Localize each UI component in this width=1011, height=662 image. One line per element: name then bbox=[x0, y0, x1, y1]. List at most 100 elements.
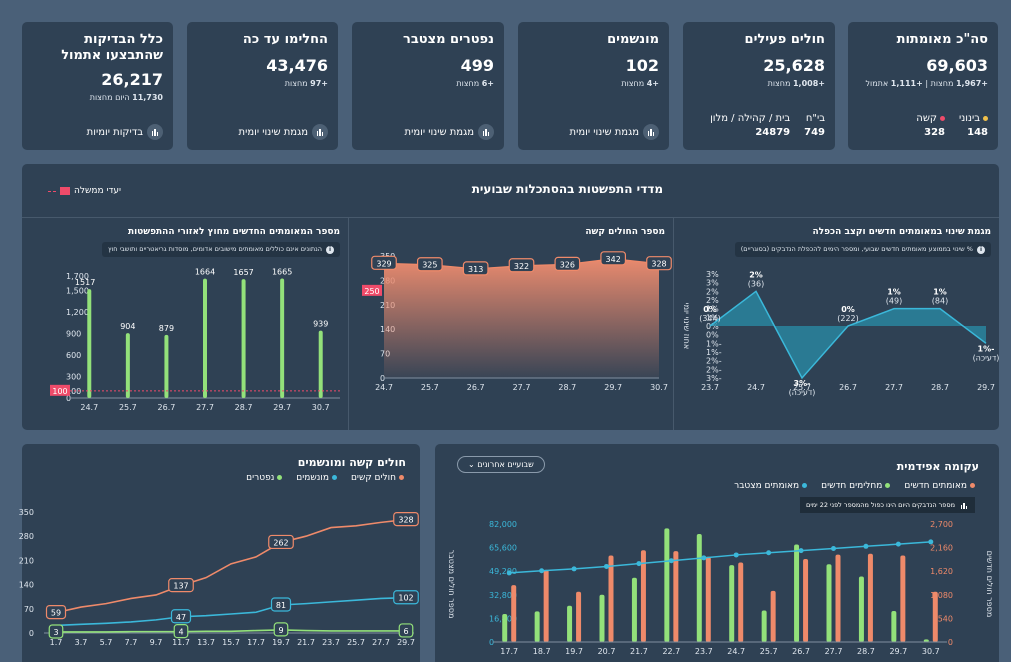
cumulative-point bbox=[831, 545, 836, 551]
section-title: עקומה אפידמית bbox=[896, 460, 979, 473]
legend-item[interactable]: מאומתים חדשים bbox=[904, 481, 975, 491]
pct-label: 1% bbox=[887, 288, 901, 297]
bar-recovered bbox=[534, 611, 540, 642]
cumulative-point bbox=[539, 568, 545, 574]
doubling-label: (דעיכה) bbox=[789, 388, 816, 397]
y-right-tick-label: 1,080 bbox=[930, 591, 953, 600]
cumulative-point bbox=[733, 552, 739, 558]
legend-item[interactable]: חולים קשים bbox=[351, 473, 404, 483]
y-axis-label: אחוז שינוי יומי bbox=[682, 303, 691, 349]
cumulative-point bbox=[863, 543, 869, 549]
kpi-value: 26,217 bbox=[101, 70, 163, 89]
point-label: 137 bbox=[173, 582, 188, 591]
daily-tests-link[interactable]: בדיקות יומיות bbox=[87, 124, 163, 140]
panel-note: i% שינוי בממוצע מאומתים חדשים שבועי, ומס… bbox=[734, 242, 991, 257]
pct-label: 2% bbox=[749, 270, 763, 279]
mild-dot bbox=[983, 115, 988, 121]
point-label-box bbox=[398, 623, 414, 638]
kpi-total-confirmed: סה"כ מאומתות 69,603 +1,967 מחצות | +1,11… bbox=[848, 22, 998, 150]
bar-chart-icon bbox=[959, 500, 969, 510]
kpi-title: סה"כ מאומתות bbox=[896, 32, 988, 47]
x-tick-label: 27.7 bbox=[825, 647, 843, 656]
y-tick-label: 2% bbox=[706, 296, 719, 305]
x-tick-label: 17.7 bbox=[500, 647, 518, 656]
point-label: 328 bbox=[651, 260, 666, 269]
severe-chart: 07014021028035032924.732525.731326.73222… bbox=[362, 251, 672, 392]
bar-chart-icon bbox=[312, 124, 328, 140]
pct-label: -3% bbox=[794, 379, 811, 388]
x-tick-label: 29.7 bbox=[889, 647, 907, 656]
y-left-tick-label: 65,600 bbox=[489, 544, 517, 553]
bar-recovered bbox=[502, 614, 508, 642]
kpi-title: מונשמים bbox=[607, 32, 659, 47]
point-label-box bbox=[600, 251, 627, 266]
panel-severe: מספר החולים קשה 07014021028035032924.732… bbox=[349, 218, 673, 430]
doubling-label: (49) bbox=[886, 297, 902, 306]
point-label-box bbox=[170, 609, 192, 624]
kpi-title: נפטרים מצטבר bbox=[403, 32, 494, 47]
point-label-box bbox=[462, 261, 489, 276]
x-tick-label: 25.7 bbox=[347, 638, 365, 647]
kpi-title: החלימו עד כה bbox=[242, 32, 328, 47]
y-right-tick-label: 0 bbox=[948, 638, 953, 647]
legend-item[interactable]: נפטרים bbox=[246, 473, 283, 483]
x-tick-label: 25.7 bbox=[119, 403, 137, 412]
doubling-label: (84) bbox=[932, 297, 948, 306]
panel-title: מספר המאומתים החדשים מחוץ לאזורי ההתפשטו… bbox=[127, 227, 340, 237]
bar-confirmed bbox=[705, 556, 711, 642]
cumulative-point bbox=[766, 550, 772, 556]
legend-item[interactable]: מאומתים מצטבר bbox=[734, 481, 808, 491]
y-right-tick-label: 2,160 bbox=[930, 544, 953, 553]
kpi-sub: +97 מחצות bbox=[284, 79, 328, 88]
x-tick-label: 1.7 bbox=[50, 638, 63, 647]
y-tick-label: -3% bbox=[706, 374, 722, 383]
x-tick-label: 26.7 bbox=[792, 647, 810, 656]
kpi-sub: +6 מחצות bbox=[456, 79, 494, 88]
daily-trend-link[interactable]: מגמת שינוי יומית bbox=[570, 124, 659, 140]
pct-label: -1% bbox=[978, 344, 995, 353]
point-label-box bbox=[508, 258, 535, 273]
x-tick-label: 20.7 bbox=[598, 647, 616, 656]
bar-recovered bbox=[858, 576, 864, 642]
panel-doubling: מגמת שינוי במאומתים חדשים וקצב הכפלה i% … bbox=[674, 218, 999, 430]
series-line bbox=[56, 629, 406, 633]
bar-chart-icon bbox=[643, 124, 659, 140]
point-label: 329 bbox=[376, 259, 391, 268]
y-right-tick-label: 540 bbox=[938, 614, 953, 623]
x-tick-label: 5.7 bbox=[100, 638, 113, 647]
panel-outside: מספר המאומתים החדשים מחוץ לאזורי ההתפשטו… bbox=[22, 218, 348, 430]
x-tick-label: 25.7 bbox=[421, 383, 439, 392]
cumulative-point bbox=[636, 561, 642, 567]
x-tick-label: 23.7 bbox=[701, 383, 719, 392]
location-hospital: בי"ח 749 bbox=[804, 113, 825, 138]
kpi-value: 25,628 bbox=[763, 56, 825, 75]
y-tick-label: 1,500 bbox=[66, 286, 89, 295]
y-tick-label: -2% bbox=[706, 357, 722, 366]
point-label-box bbox=[371, 255, 397, 270]
kpi-title: חולים פעילים bbox=[744, 32, 825, 47]
target-badge bbox=[50, 384, 70, 396]
pct-label: 0% bbox=[841, 305, 855, 314]
x-tick-label: 29.7 bbox=[397, 638, 415, 647]
doubling-label: (344) bbox=[699, 314, 721, 323]
period-filter-button[interactable]: שבועיים אחרונים ⌄ bbox=[457, 456, 545, 473]
bar-confirmed bbox=[608, 555, 614, 642]
x-tick-label: 24.7 bbox=[375, 383, 393, 392]
y-tick-label: 350 bbox=[19, 508, 34, 517]
point-label-box bbox=[393, 590, 419, 605]
series-line bbox=[55, 518, 407, 614]
location-legend: בי"ח 749 בית / קהילה / מלון 24879 bbox=[693, 113, 825, 138]
cumulative-point bbox=[701, 555, 707, 561]
x-tick-label: 29.7 bbox=[977, 383, 995, 392]
bar-confirmed bbox=[867, 553, 873, 642]
y-tick-label: 3% bbox=[706, 279, 719, 288]
daily-trend-link[interactable]: מגמת שינוי יומית bbox=[405, 124, 494, 140]
point-label-box bbox=[268, 534, 294, 550]
daily-trend-link[interactable]: מגמת שינוי יומית bbox=[239, 124, 328, 140]
legend-item[interactable]: מחלימים חדשים bbox=[821, 481, 891, 491]
point-label: 313 bbox=[468, 265, 483, 274]
point-label: 59 bbox=[51, 609, 61, 618]
x-tick-label: 13.7 bbox=[197, 638, 215, 647]
bar-recovered bbox=[923, 639, 929, 642]
legend-item[interactable]: מונשמים bbox=[296, 473, 337, 483]
